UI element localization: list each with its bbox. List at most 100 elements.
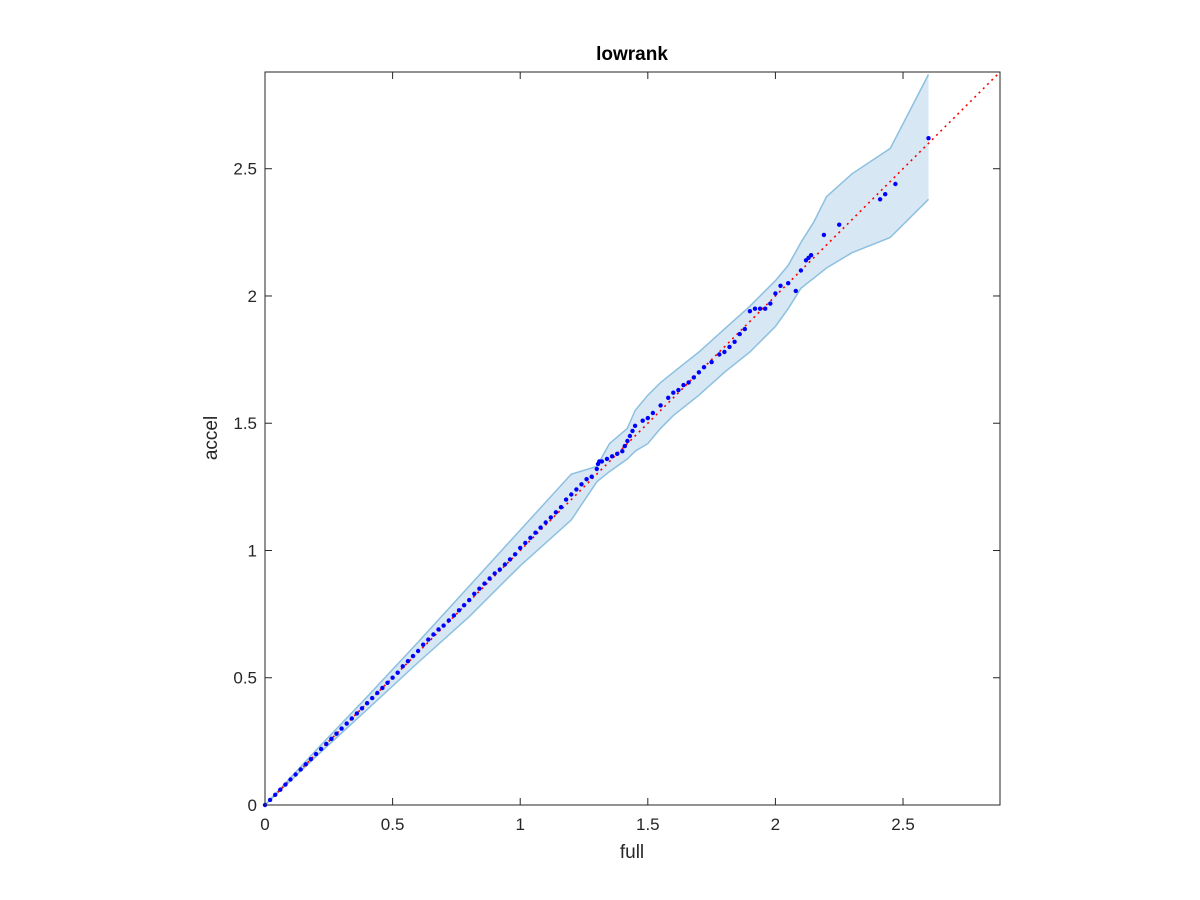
data-point: [415, 648, 421, 654]
data-point: [632, 423, 638, 428]
data-point: [293, 772, 298, 777]
data-point: [538, 525, 543, 530]
data-point: [324, 741, 329, 747]
data-point: [625, 438, 630, 444]
y-tick-label: 1.5: [233, 414, 257, 433]
data-point: [518, 545, 523, 551]
band-lower-edge: [264, 198, 930, 806]
data-point: [497, 567, 502, 572]
data-point: [574, 487, 579, 492]
data-point: [410, 653, 416, 659]
data-point: [747, 309, 753, 314]
confidence-band: [264, 74, 930, 806]
data-point: [512, 552, 518, 557]
data-point: [627, 433, 633, 439]
data-point: [883, 192, 888, 197]
data-point: [722, 349, 727, 355]
data-point: [604, 456, 610, 462]
x-tick-label: 2: [771, 815, 780, 834]
y-tick-label: 0: [248, 796, 257, 815]
data-point: [523, 540, 528, 546]
data-point: [773, 291, 778, 296]
data-point: [615, 451, 620, 456]
data-point: [658, 403, 663, 408]
data-point: [395, 670, 400, 675]
data-point: [768, 301, 773, 306]
data-point: [717, 352, 722, 357]
data-point: [594, 466, 599, 472]
data-point: [696, 370, 702, 375]
data-point: [288, 777, 293, 782]
data-point: [461, 603, 467, 608]
data-point: [359, 706, 365, 711]
y-tick-label: 0.5: [233, 669, 257, 688]
reference-line-mark: [264, 71, 1001, 806]
data-point: [757, 306, 763, 311]
data-point: [599, 459, 605, 464]
data-point: [431, 632, 436, 637]
data-point: [313, 751, 319, 757]
data-point: [742, 326, 747, 332]
chart-title: lowrank: [596, 44, 668, 65]
data-point: [737, 331, 742, 337]
data-point: [548, 515, 553, 520]
data-point: [507, 557, 513, 562]
data-point: [671, 390, 676, 395]
data-point: [640, 418, 645, 423]
data-point: [339, 726, 344, 731]
x-axis-ticks: 0 0.5 1 1.5 2 2.5: [260, 72, 915, 834]
data-point: [441, 623, 446, 628]
y-axis-ticks: 0 0.5 1 1.5 2 2.5: [233, 160, 1000, 815]
data-point: [558, 505, 564, 510]
data-point: [487, 576, 492, 581]
data-point: [793, 288, 798, 294]
data-point: [436, 627, 441, 632]
x-axis-label: full: [620, 842, 644, 863]
data-point: [375, 690, 380, 696]
data-point: [344, 721, 349, 726]
data-point: [278, 787, 283, 792]
data-point: [786, 281, 791, 286]
data-point: [451, 613, 457, 618]
data-point: [584, 477, 589, 482]
y-tick-label: 2: [248, 287, 257, 306]
data-point: [563, 497, 569, 502]
data-point: [467, 597, 472, 603]
data-point: [645, 415, 650, 421]
data-point: [752, 306, 758, 311]
data-point: [405, 659, 411, 664]
data-point: [926, 136, 931, 141]
data-point: [686, 380, 691, 385]
data-point: [446, 618, 451, 623]
reference-line: [264, 71, 1001, 806]
data-point: [533, 530, 538, 535]
data-point: [298, 767, 303, 772]
y-axis-label: accel: [201, 416, 222, 460]
data-point: [283, 782, 288, 787]
data-point: [666, 395, 671, 400]
data-point: [877, 197, 883, 202]
data-point: [630, 428, 635, 434]
data-point: [267, 797, 273, 803]
data-point: [329, 736, 334, 741]
data-point: [579, 482, 584, 487]
data-point: [273, 792, 278, 797]
data-point: [308, 757, 314, 762]
data-point: [589, 474, 594, 479]
data-point: [569, 492, 574, 497]
axes-box: [264, 71, 1001, 806]
data-point: [609, 454, 615, 459]
data-point: [622, 443, 627, 449]
data-point: [650, 410, 656, 416]
data-point: [472, 591, 477, 596]
x-tick-label: 0.5: [381, 815, 405, 834]
data-point: [763, 306, 768, 311]
data-point: [370, 695, 375, 701]
x-tick-label: 0: [260, 815, 269, 834]
data-point: [349, 716, 354, 721]
data-point: [364, 701, 370, 706]
data-point: [318, 746, 324, 752]
data-point: [727, 344, 732, 350]
data-point: [502, 562, 508, 567]
